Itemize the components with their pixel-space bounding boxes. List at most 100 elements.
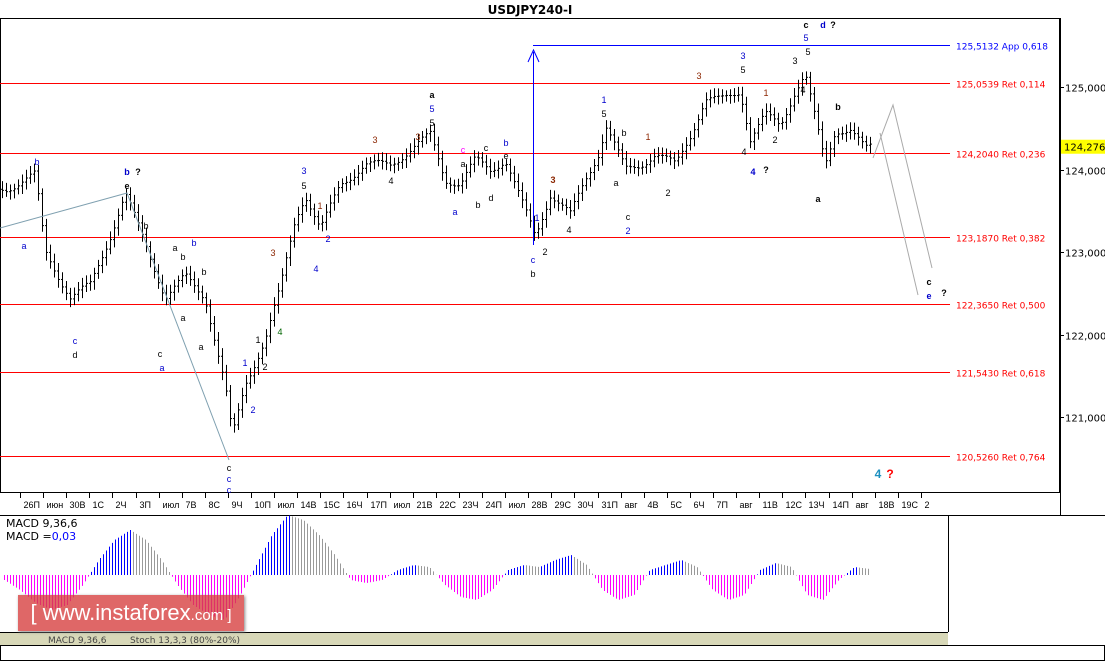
tab-macd[interactable]: MACD 9,36,6 <box>48 636 107 646</box>
wave-label: 4 <box>800 85 805 95</box>
instaforex-watermark: [ www.instaforex.com ] <box>18 595 244 631</box>
wave-label: 1 <box>242 358 247 368</box>
price-tick-label: 125,000 <box>1065 84 1105 95</box>
macd-label: MACD 9,36,6 <box>6 517 77 530</box>
tab-stoch[interactable]: Stoch 13,3,3 (80%-20%) <box>130 636 240 646</box>
date-tick-label: 26П <box>24 500 40 510</box>
wave-label: 5 <box>803 33 808 43</box>
wave-label: e <box>124 181 129 191</box>
wave-label: 2 <box>625 226 630 236</box>
wave-label: 2 <box>262 362 267 372</box>
wave-label: a <box>172 243 177 253</box>
wave-label: 4 <box>741 147 746 157</box>
wave-label: ? <box>763 165 769 175</box>
wave-label: 4 <box>750 167 755 177</box>
wave-label: 4 <box>277 327 282 337</box>
date-tick-label: 17П <box>371 500 387 510</box>
wave-label: c <box>626 212 631 222</box>
wave-label: 4 <box>388 176 393 186</box>
wave-connector-line <box>0 192 230 461</box>
wave-label: 4 <box>313 264 318 274</box>
wave-label: c <box>461 145 466 155</box>
wave-label: 5 <box>301 181 306 191</box>
fib-level-label: 121,5430 Ret 0,618 <box>956 370 1046 380</box>
wave-label: 1 <box>317 201 322 211</box>
wave-label: 3 <box>301 166 306 176</box>
wave-label: ? <box>830 20 836 30</box>
wave-label: 3 <box>372 135 377 145</box>
date-tick-label: июл <box>394 500 411 510</box>
date-tick-label: 15С <box>324 500 341 510</box>
wave-label: d <box>820 20 826 30</box>
date-tick-label: 14П <box>833 500 849 510</box>
wave-label: b <box>201 267 206 277</box>
wave-label: 2 <box>325 234 330 244</box>
wave-label: c <box>484 143 489 153</box>
main-panel <box>0 18 1060 493</box>
wave-label: b <box>143 221 148 231</box>
wave-label: c <box>803 20 808 30</box>
wave-label: d <box>72 350 77 360</box>
date-tick-label: 12С <box>786 500 803 510</box>
wave-label: a <box>613 178 618 188</box>
wave-label: 2 <box>665 188 670 198</box>
price-tick-label: 121,000 <box>1065 414 1105 425</box>
macd-value-label: MACD =0,03 <box>6 530 76 543</box>
wave-label: 3 <box>415 132 420 142</box>
target-arrowhead <box>527 48 540 63</box>
date-tick-label: 2 <box>925 500 930 510</box>
date-tick-label: 29С <box>555 500 572 510</box>
wave-label: c <box>227 474 232 484</box>
date-tick-label: 9Ч <box>232 500 243 510</box>
date-tick-label: 11В <box>763 500 778 510</box>
wave-label: 3 <box>270 248 275 258</box>
wave-label: a <box>198 342 203 352</box>
wave-label: b <box>835 102 841 112</box>
date-tick-label: 8С <box>209 500 221 510</box>
wave-label: 4 <box>566 225 571 235</box>
current-price-tag <box>1061 139 1105 154</box>
wave-label: ? <box>135 167 141 177</box>
wave-label: a <box>429 90 435 100</box>
date-tick-label: 7В <box>186 500 197 510</box>
date-tick-label: 4В <box>648 500 659 510</box>
date-tick-label: июл <box>278 500 295 510</box>
wave-label: b <box>475 200 480 210</box>
price-tick-label: 122,000 <box>1065 332 1105 343</box>
wave-label: 1 <box>534 213 539 223</box>
date-tick-label: 5С <box>671 500 683 510</box>
wave-label: 5 <box>805 47 810 57</box>
wave-label: 1 <box>255 335 260 345</box>
wave-label: 2 <box>772 135 777 145</box>
wave-label: a <box>815 194 821 204</box>
projection-line <box>879 132 919 296</box>
wave-label: b <box>34 157 39 167</box>
date-tick-label: 13Ч <box>809 500 825 510</box>
wave-label: a <box>460 159 465 169</box>
wave-label: 3 <box>792 56 797 66</box>
date-tick-label: 6Ч <box>694 500 705 510</box>
wave-label: c <box>227 463 232 473</box>
date-tick-label: авг <box>625 500 639 510</box>
fib-level-label: 122,3650 Ret 0,500 <box>956 302 1046 312</box>
current-price-label: 124,276 <box>1064 143 1105 154</box>
date-tick-label: авг <box>856 500 870 510</box>
wave-label: 3 <box>696 71 701 81</box>
date-tick-label: 24П <box>486 500 502 510</box>
date-tick-label: 22С <box>440 500 457 510</box>
wave-label: d <box>488 193 493 203</box>
date-tick-label: июл <box>163 500 180 510</box>
wave-label: b <box>124 167 130 177</box>
wave-label: e <box>926 291 931 301</box>
fib-level-label: 125,5132 App 0,618 <box>956 43 1048 53</box>
wave-label: c <box>227 485 232 495</box>
wave-label: e <box>503 151 508 161</box>
wave-label: 5 <box>740 65 745 75</box>
wave-label: 5 <box>601 109 606 119</box>
date-tick-label: 28В <box>532 500 548 510</box>
chart-title: USDJPY240-I <box>488 3 573 17</box>
date-tick-label: 19С <box>902 500 919 510</box>
price-tick-label: 123,000 <box>1065 249 1105 260</box>
fib-level-label: 125,0539 Ret 0,114 <box>956 81 1046 91</box>
